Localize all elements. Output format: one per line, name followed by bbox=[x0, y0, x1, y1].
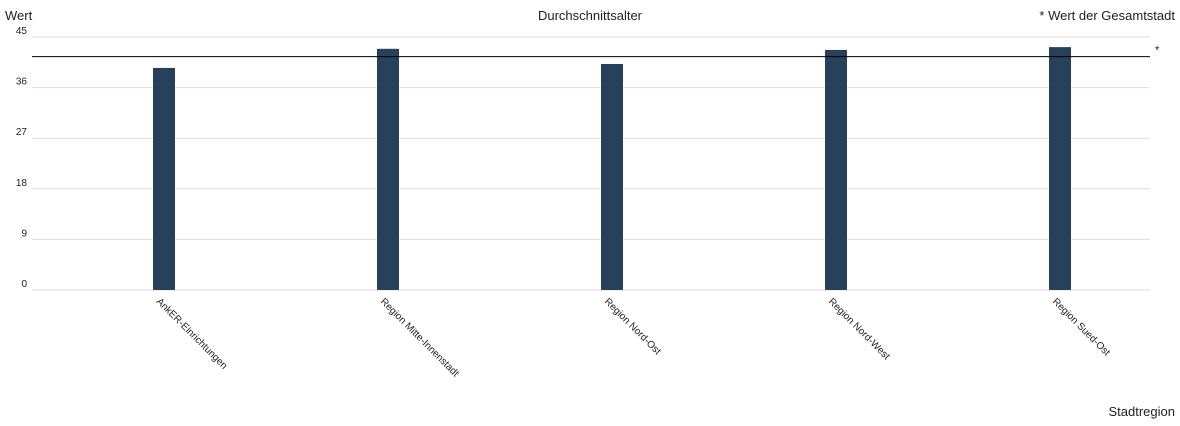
y-tick-label: 27 bbox=[16, 127, 28, 138]
bar bbox=[153, 67, 175, 290]
y-tick-label: 36 bbox=[16, 77, 28, 88]
y-tick-label: 0 bbox=[21, 279, 27, 290]
bar bbox=[377, 48, 399, 290]
chart-title: Durchschnittsalter bbox=[538, 8, 643, 23]
y-tick-label: 9 bbox=[21, 228, 27, 239]
x-tick-label: Region Nord-West bbox=[826, 296, 892, 362]
bar bbox=[1049, 47, 1071, 291]
y-tick-label: 45 bbox=[16, 26, 28, 37]
reference-label: * bbox=[1155, 45, 1160, 57]
y-axis-label: Wert bbox=[5, 8, 33, 23]
bar bbox=[601, 63, 623, 291]
x-tick-label: AnkER-Einrichtungen bbox=[154, 296, 229, 371]
y-tick-label: 18 bbox=[16, 178, 28, 189]
x-tick-label: Region Nord-Ost bbox=[602, 296, 663, 357]
bar bbox=[825, 49, 847, 291]
x-tick-label: Region Mitte-Innenstadt bbox=[378, 296, 461, 379]
x-axis-label: Stadtregion bbox=[1109, 404, 1176, 419]
legend-note: * Wert der Gesamtstadt bbox=[1039, 8, 1175, 23]
x-tick-label: Region Sued-Ost bbox=[1050, 296, 1112, 358]
